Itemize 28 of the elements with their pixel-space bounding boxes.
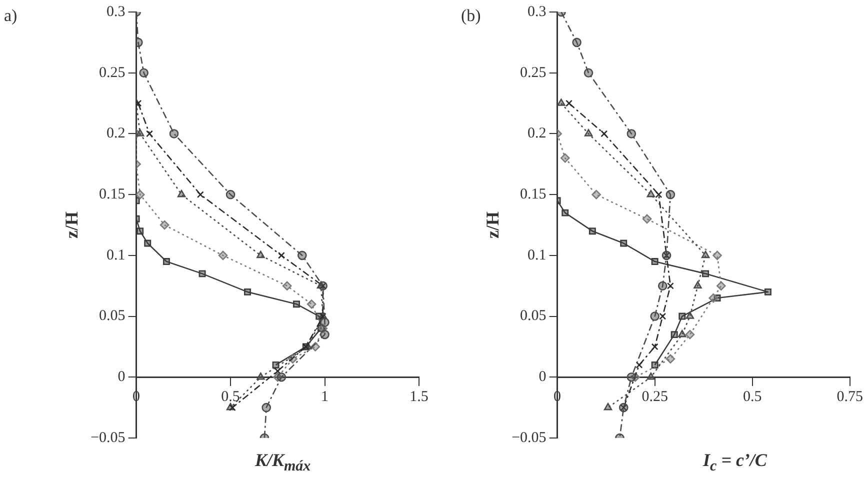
chart-title: a) xyxy=(4,6,18,26)
x-tick-label: 0.25 xyxy=(642,389,668,406)
y-tick-label: 0.2 xyxy=(106,126,126,142)
y-tick-label: 0.3 xyxy=(106,4,126,20)
y-tick-label: 0.25 xyxy=(99,64,126,81)
x-tick-label: 0.5 xyxy=(221,389,240,406)
y-tick-label: 0.05 xyxy=(99,308,126,324)
y-tick-label: 0.15 xyxy=(99,186,126,203)
y-tick-label: 0.1 xyxy=(528,247,546,264)
y-axis-title: z/H xyxy=(61,212,82,238)
y-tick-label: 0.25 xyxy=(520,64,546,81)
y-tick-label: 0 xyxy=(118,369,126,386)
x-axis-title: K/K$_{máx}$ xyxy=(255,450,311,476)
y-axis-title: z/H xyxy=(482,212,502,238)
y-tick-label: 0.2 xyxy=(528,126,546,142)
chart-title: (b) xyxy=(461,6,481,26)
x-tick-label: 1 xyxy=(321,389,329,406)
y-tick-label: 0 xyxy=(538,369,546,386)
y-tick-label: 0.05 xyxy=(520,308,546,324)
x-axis-title: I$_{c}$ = c’/C xyxy=(703,450,767,476)
y-tick-label: −0.05 xyxy=(90,430,126,446)
x-tick-label: 1.5 xyxy=(410,389,428,406)
y-tick-label: −0.05 xyxy=(512,430,546,446)
y-tick-label: 0.15 xyxy=(520,186,546,203)
x-tick-label: 0.5 xyxy=(742,389,762,406)
x-tick-label: 0.75 xyxy=(836,389,863,406)
y-tick-label: 0.3 xyxy=(528,4,546,20)
y-tick-label: 0.1 xyxy=(106,247,126,264)
